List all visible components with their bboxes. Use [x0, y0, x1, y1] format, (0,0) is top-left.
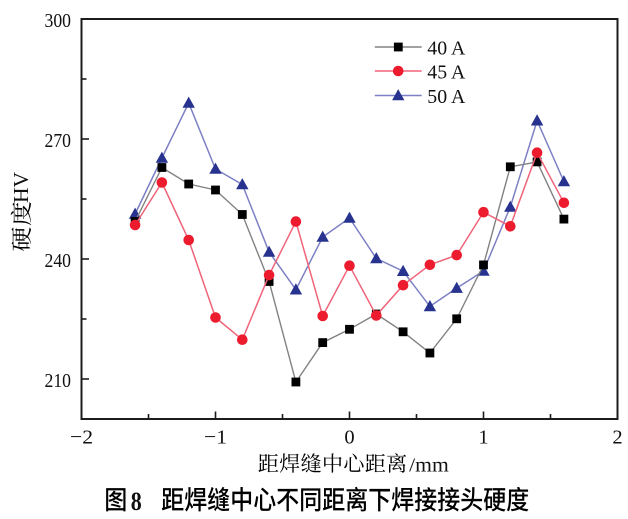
svg-text:2: 2 — [612, 427, 622, 449]
svg-text:50 A: 50 A — [427, 86, 465, 108]
svg-text:300: 300 — [45, 10, 72, 32]
svg-text:210: 210 — [45, 370, 72, 392]
svg-text:1: 1 — [478, 427, 488, 449]
svg-text:HV: HV — [9, 172, 33, 203]
svg-text:−2: −2 — [70, 427, 93, 449]
svg-text:240: 240 — [45, 250, 72, 272]
svg-text:270: 270 — [45, 130, 72, 152]
svg-text:/mm: /mm — [409, 455, 449, 477]
svg-text:8: 8 — [131, 487, 142, 516]
svg-text:40 A: 40 A — [427, 37, 465, 59]
svg-text:0: 0 — [344, 427, 354, 449]
svg-text:45 A: 45 A — [427, 61, 465, 83]
svg-text:−1: −1 — [204, 427, 227, 449]
